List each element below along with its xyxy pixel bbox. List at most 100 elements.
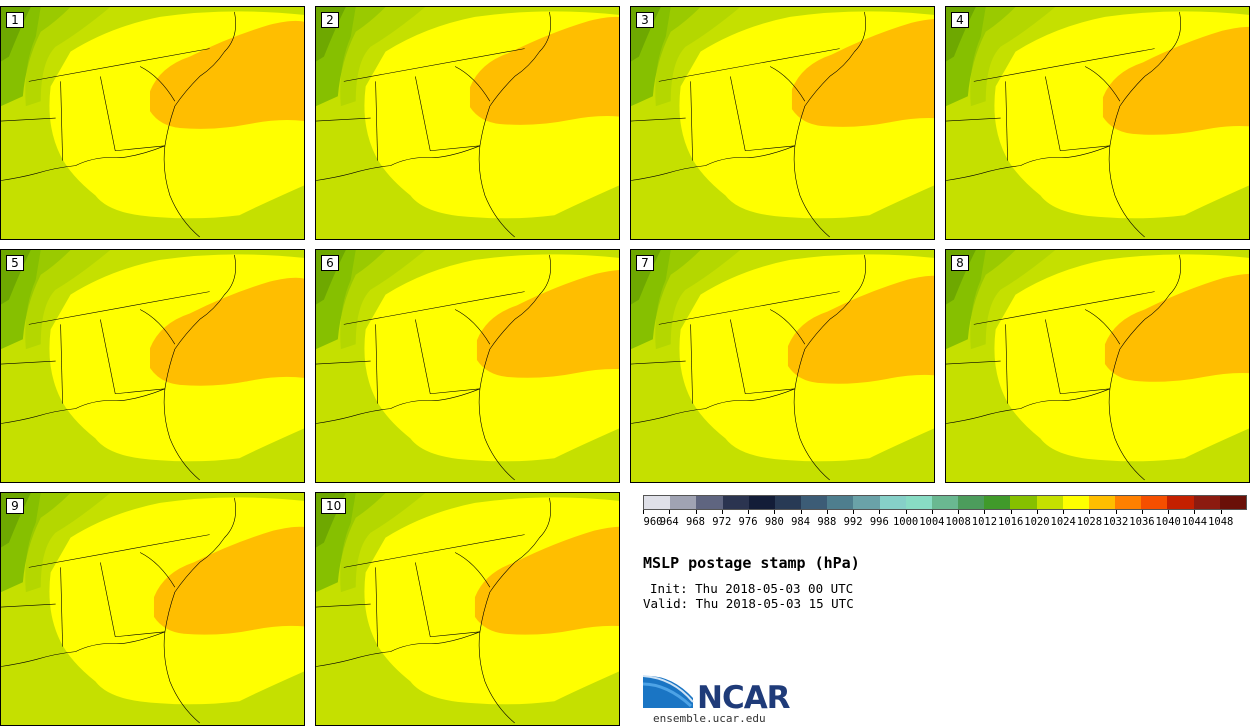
colorbar-tick [1194, 510, 1196, 514]
colorbar-swatch [670, 496, 697, 509]
colorbar-swatch [774, 496, 802, 509]
colorbar-swatch [827, 496, 854, 509]
ensemble-member-panel: 3 [630, 6, 935, 240]
mslp-map [316, 493, 619, 725]
member-number: 6 [321, 255, 339, 271]
colorbar-tick-label: 996 [869, 516, 889, 528]
colorbar-tick-label: 988 [817, 516, 837, 528]
ensemble-member-panel: 8 [945, 249, 1250, 483]
colorbar-swatch [722, 496, 749, 509]
colorbar-tick [1220, 510, 1222, 514]
colorbar-swatch [1010, 496, 1037, 509]
colorbar-swatch [1115, 496, 1142, 509]
colorbar-tick-label: 976 [738, 516, 758, 528]
colorbar-tick-label: 1008 [945, 516, 971, 528]
member-number: 8 [951, 255, 969, 271]
colorbar-tick [1168, 510, 1170, 514]
colorbar-tick [1141, 510, 1143, 514]
colorbar-tick-label: 1016 [997, 516, 1024, 528]
colorbar-tick-label: 1028 [1076, 516, 1103, 528]
colorbar-swatch [1193, 496, 1220, 509]
ncar-logo-icon [643, 675, 694, 708]
ncar-logo-text: NCAR [697, 680, 791, 716]
colorbar [643, 495, 1247, 510]
colorbar-tick [643, 510, 644, 514]
colorbar-swatch [984, 496, 1011, 509]
colorbar-tick-label: 1048 [1208, 516, 1234, 528]
ensemble-member-panel: 6 [315, 249, 620, 483]
valid-time: Valid: Thu 2018-05-03 15 UTC [643, 596, 854, 611]
colorbar-tick-label: 992 [843, 516, 863, 528]
colorbar-tick-label: 1020 [1024, 516, 1050, 528]
mslp-map [631, 250, 934, 482]
mslp-map [631, 7, 934, 239]
colorbar-tick-label: 980 [764, 516, 784, 528]
mslp-map [1, 493, 304, 725]
ensemble-member-panel: 5 [0, 249, 305, 483]
colorbar-tick-label: 1032 [1103, 516, 1129, 528]
mslp-map [946, 7, 1249, 239]
member-number: 2 [321, 12, 339, 28]
ensemble-member-panel: 9 [0, 492, 305, 726]
mslp-map [1, 250, 304, 482]
init-time: Init: Thu 2018-05-03 00 UTC [650, 581, 854, 596]
member-number: 5 [6, 255, 24, 271]
colorbar-swatch [905, 496, 932, 509]
colorbar-tick [958, 510, 960, 514]
colorbar-tick-labels: 960 964 968 972 976 980 984 988 992 996 1000 1004 10… [643, 510, 1247, 530]
colorbar-tick [853, 510, 855, 514]
colorbar-swatch [1036, 496, 1063, 509]
chart-title: MSLP postage stamp (hPa) [643, 554, 860, 572]
ensemble-member-panel: 7 [630, 249, 935, 483]
mslp-map [946, 250, 1249, 482]
member-number: 9 [6, 498, 24, 514]
colorbar-tick [1115, 510, 1117, 514]
ensemble-member-panel: 2 [315, 6, 620, 240]
colorbar-tick-label: 1036 [1129, 516, 1155, 528]
colorbar-tick-label: 1040 [1155, 516, 1181, 528]
colorbar-swatch [853, 496, 880, 509]
colorbar-tick [931, 510, 933, 514]
colorbar-swatch [748, 496, 775, 509]
colorbar-tick [905, 510, 907, 514]
member-number: 3 [636, 12, 654, 28]
colorbar-tick-label: 1012 [971, 516, 998, 528]
colorbar-swatch [958, 496, 985, 509]
colorbar-tick [879, 510, 881, 514]
colorbar-tick-label: 972 [712, 516, 732, 528]
ensemble-member-panel: 1 [0, 6, 305, 240]
colorbar-tick [669, 510, 671, 514]
member-number: 10 [321, 498, 347, 514]
colorbar-swatch [696, 496, 723, 509]
logo-url: ensemble.ucar.edu [653, 712, 766, 725]
colorbar-tick [774, 510, 776, 514]
colorbar-tick [826, 510, 828, 514]
colorbar-tick [984, 510, 986, 514]
colorbar-swatch [1167, 496, 1194, 509]
colorbar-swatch [644, 496, 671, 509]
member-number: 7 [636, 255, 654, 271]
mslp-map [316, 7, 619, 239]
colorbar-swatch [931, 496, 959, 509]
colorbar-swatch [1219, 496, 1246, 509]
ensemble-member-panel: 10 [315, 492, 620, 726]
member-number: 4 [951, 12, 969, 28]
colorbar-tick [748, 510, 750, 514]
colorbar-tick-label: 968 [686, 516, 705, 528]
colorbar-swatch [1141, 496, 1168, 509]
mslp-map [316, 250, 619, 482]
colorbar-tick-label: 984 [791, 516, 811, 528]
colorbar-tick-label: 1044 [1181, 516, 1208, 528]
colorbar-tick-label: 1004 [919, 516, 945, 528]
ensemble-member-panel: 4 [945, 6, 1250, 240]
colorbar-swatch [1062, 496, 1089, 509]
colorbar-tick [800, 510, 802, 514]
colorbar-swatch [801, 496, 828, 509]
mslp-map [1, 7, 304, 239]
colorbar-swatch [879, 496, 906, 509]
colorbar-tick-label: 1000 [892, 516, 919, 528]
colorbar-swatch [1088, 496, 1116, 509]
colorbar-tick [1036, 510, 1038, 514]
colorbar-tick [721, 510, 723, 514]
colorbar-tick [695, 510, 697, 514]
